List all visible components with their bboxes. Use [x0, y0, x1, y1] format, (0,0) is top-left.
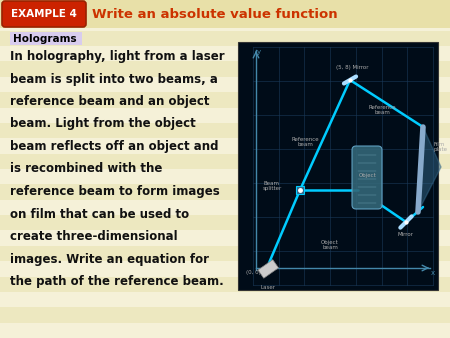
- Bar: [0, 0, 450, 15]
- Bar: [0, 276, 450, 292]
- Text: beam is split into two beams, a: beam is split into two beams, a: [10, 72, 218, 86]
- Text: In holography, light from a laser: In holography, light from a laser: [10, 50, 225, 63]
- Text: Beam
splitter: Beam splitter: [263, 180, 282, 191]
- Text: x: x: [431, 270, 435, 276]
- Bar: [0, 31, 450, 46]
- Bar: [0, 231, 450, 246]
- Bar: [0, 46, 450, 62]
- Bar: [0, 184, 450, 200]
- Bar: [0, 92, 450, 107]
- Bar: [0, 200, 450, 215]
- Text: images. Write an equation for: images. Write an equation for: [10, 252, 209, 266]
- Bar: [238, 42, 438, 290]
- Text: Holograms: Holograms: [13, 33, 76, 44]
- Text: is recombined with the: is recombined with the: [10, 163, 162, 175]
- Text: Mirror: Mirror: [398, 232, 414, 237]
- Text: Write an absolute value function: Write an absolute value function: [92, 7, 338, 21]
- Bar: [0, 15, 450, 31]
- Text: beam. Light from the object: beam. Light from the object: [10, 118, 196, 130]
- Bar: [0, 215, 450, 231]
- Bar: [0, 0, 450, 28]
- Bar: [0, 77, 450, 92]
- Text: (0, 0): (0, 0): [246, 270, 261, 275]
- Bar: [0, 292, 450, 307]
- Text: Reference
beam: Reference beam: [291, 137, 319, 147]
- Bar: [0, 123, 450, 138]
- Text: Object: Object: [359, 172, 377, 177]
- Text: EXAMPLE 4: EXAMPLE 4: [11, 9, 77, 19]
- Bar: [0, 261, 450, 276]
- Text: create three-dimensional: create three-dimensional: [10, 230, 178, 243]
- Text: the path of the reference beam.: the path of the reference beam.: [10, 275, 224, 288]
- Bar: [0, 169, 450, 184]
- Bar: [0, 62, 450, 77]
- Text: y: y: [257, 49, 261, 55]
- Bar: [0, 246, 450, 261]
- Bar: [0, 307, 450, 323]
- Text: on film that can be used to: on film that can be used to: [10, 208, 189, 220]
- Bar: [0, 107, 450, 123]
- Bar: [0, 138, 450, 154]
- Text: Object
beam: Object beam: [321, 240, 339, 250]
- Text: reference beam to form images: reference beam to form images: [10, 185, 220, 198]
- Text: Reference
beam: Reference beam: [368, 104, 396, 115]
- FancyBboxPatch shape: [352, 146, 382, 209]
- Bar: [296, 186, 304, 194]
- Text: (5, 8) Mirror: (5, 8) Mirror: [336, 65, 368, 70]
- Text: Laser: Laser: [261, 285, 275, 290]
- Text: reference beam and an object: reference beam and an object: [10, 95, 210, 108]
- Bar: [10, 32, 82, 45]
- Text: Film
plate: Film plate: [433, 142, 447, 152]
- Bar: [0, 323, 450, 338]
- Polygon shape: [418, 127, 441, 212]
- Bar: [258, 260, 279, 278]
- Bar: [0, 154, 450, 169]
- Text: beam reflects off an object and: beam reflects off an object and: [10, 140, 219, 153]
- FancyBboxPatch shape: [2, 1, 86, 27]
